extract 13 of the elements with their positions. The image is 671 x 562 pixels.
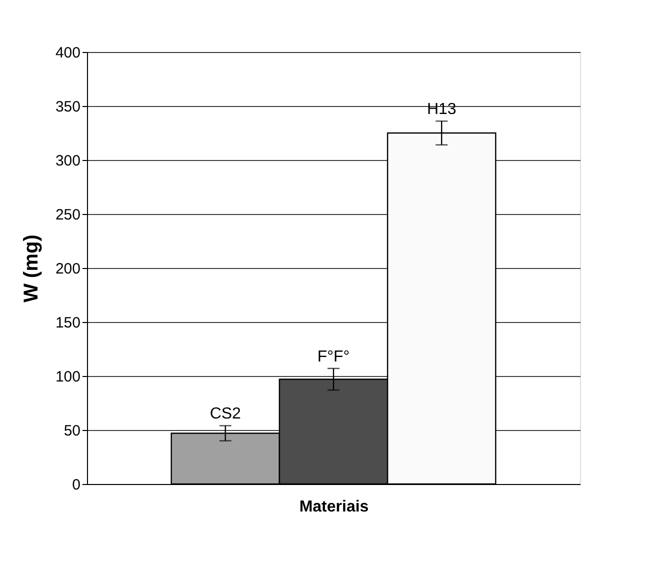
y-tick-label: 150 xyxy=(55,314,80,332)
x-tick-label: CS2 xyxy=(210,406,242,423)
y-tick-label: 250 xyxy=(55,206,80,224)
y-tick-label: 100 xyxy=(55,368,80,386)
y-tick-label: 0 xyxy=(72,476,80,494)
y-axis-title: W (mg) xyxy=(20,234,42,302)
y-tick-label: 200 xyxy=(55,260,80,278)
y-tick-label: 400 xyxy=(55,44,80,62)
x-axis-title: Materiais xyxy=(299,498,369,516)
x-tick-label: F°F° xyxy=(317,348,350,366)
y-tick-label: 300 xyxy=(55,152,80,170)
y-tick-label: 50 xyxy=(64,422,80,440)
y-tick-label: 350 xyxy=(55,98,80,116)
